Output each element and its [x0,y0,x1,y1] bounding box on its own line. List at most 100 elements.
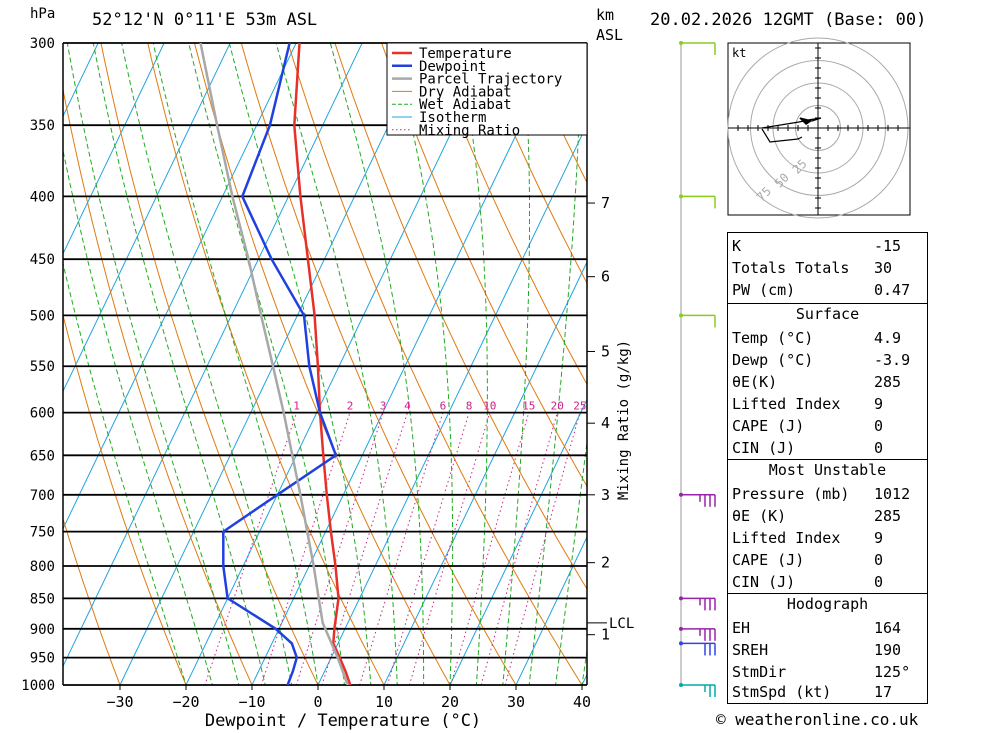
x-tick-label: 40 [573,693,591,711]
wet-adiabat-line [275,43,398,685]
mixing-ratio-label: 1 [293,400,300,413]
pressure-tick-label: 700 [30,488,55,504]
stat-row: θE (K) 285 [732,507,902,525]
isotherm-line [317,123,587,685]
mixing-ratio-line [204,412,298,685]
wet-adiabat-line [188,43,345,685]
most-unstable-title: Most Unstable [768,461,887,479]
x-tick-label: 20 [441,693,459,711]
location-title: 52°12'N 0°11'E 53m ASL [92,10,318,30]
wind-barbs [679,41,716,697]
stat-row: StmDir 125° [732,663,911,681]
pressure-tick-label: 750 [30,525,55,541]
wet-adiabat-line [528,43,582,685]
hodograph-box [727,42,911,216]
mixing-ratio-line [450,412,530,685]
dry-adiabat-line [193,43,451,685]
height-ref: ASL [596,26,624,44]
legend-label: Mixing Ratio [419,123,520,139]
stat-row: θE(K) 285 [732,373,902,391]
stat-row: PW (cm) 0.47 [732,281,911,299]
height-tick-label: 6 [601,268,610,286]
x-tick-label: −10 [238,693,265,711]
mixing-ratio-line [260,412,351,685]
dry-adiabat-line [474,43,587,285]
dry-adiabat-line [63,517,121,685]
stat-row: CAPE (J) 0 [732,551,884,569]
mixing-ratio-line [321,412,408,685]
wet-adiabat-line [152,43,319,685]
hodograph-trace [761,128,803,143]
background-lines [63,43,587,685]
height-unit: km [596,6,615,24]
datetime-title: 20.02.2026 12GMT (Base: 00) [650,10,927,30]
wet-adiabat-line [121,43,293,685]
stat-row: Dewp (°C) -3.9 [732,351,911,369]
pressure-tick-label: 800 [30,559,55,575]
isotherm-line [63,43,297,530]
mixing-ratio-line [295,412,384,685]
isotherm-line [449,398,587,685]
series-parcel-trajectory [199,43,349,685]
mixing-ratio-axis-title: Mixing Ratio (g/kg) [616,340,632,500]
axes: 1 2 3 4 6 8 10 15 20 2530035040045050055060065070… [21,36,632,731]
pressure-tick-label: 950 [30,651,55,667]
wet-adiabat-line [329,43,425,685]
height-tick-label: 2 [601,554,610,572]
stat-row: Lifted Index 9 [732,529,884,547]
stat-row: CIN (J) 0 [732,573,884,591]
dry-adiabat-line [427,43,587,386]
series-dewpoint [222,43,338,685]
legend-label: Wet Adiabat [419,97,512,113]
hodograph-unit: kt [732,46,746,60]
height-tick-label: 4 [601,414,610,432]
pressure-tick-label: 600 [30,406,55,422]
dry-adiabat-line [334,43,587,590]
dry-adiabat-line [287,43,583,685]
mixing-ratio-line [359,412,444,685]
series-temperature [293,43,352,685]
height-tick-label: 1 [601,626,610,644]
surface-title: Surface [795,305,860,323]
isotherm-line [63,43,363,668]
mixing-ratio-label: 10 [483,400,496,413]
legend-label: Dry Adiabat [419,84,512,100]
legend-label: Temperature [419,46,512,62]
wet-adiabat-line [457,43,488,685]
dry-adiabat-line [381,43,587,488]
pressure-unit: hPa [30,6,56,22]
stat-row: Temp (°C) 4.9 [732,329,902,347]
stat-row: StmSpd (kt) 17 [732,683,893,701]
legend-label: Isotherm [419,110,486,126]
dry-adiabat-line [63,313,187,685]
pressure-tick-label: 650 [30,448,55,464]
legend-label: Dewpoint [419,59,486,75]
mixing-ratio-line [408,412,491,685]
mixing-ratio-line [504,412,581,685]
isotherm-line [63,43,165,255]
stat-row: Pressure (mb) 1012 [732,485,911,503]
x-axis-title: Dewpoint / Temperature (°C) [205,711,481,731]
mixing-ratio-label: 6 [440,400,447,413]
site-credit[interactable]: © weatheronline.co.uk [716,710,919,729]
legend-label: Parcel Trajectory [419,72,562,88]
height-tick-label: 5 [601,342,610,360]
isotherm-line [515,535,587,685]
storm-motion-arrow [799,118,812,125]
profiles [199,43,352,685]
x-tick-label: −20 [172,693,199,711]
mixing-ratio-label: 20 [551,400,564,413]
x-tick-label: 0 [313,693,322,711]
stat-row: CIN (J) 0 [732,439,884,457]
legend-box [386,42,588,136]
pressure-tick-label: 500 [30,308,55,324]
stat-row: SREH 190 [732,641,902,659]
pressure-tick-label: 400 [30,189,55,205]
mixing-ratio-label: 3 [380,400,387,413]
mixing-ratio-label: 25 [573,400,586,413]
mixing-ratio-label: 15 [522,400,535,413]
pressure-tick-label: 900 [30,622,55,638]
pressure-tick-label: 1000 [21,678,55,694]
